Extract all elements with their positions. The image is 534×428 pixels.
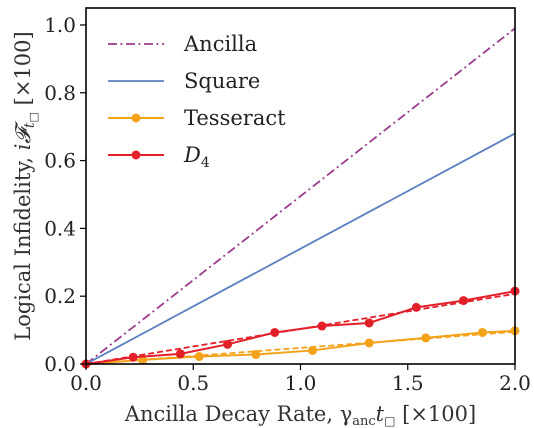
legend: Ancilla Square Tesseract D4 — [108, 32, 286, 171]
square-series-line — [85, 132, 516, 365]
y-tick-label: 0.4 — [44, 216, 76, 240]
legend-label-d4: D4 — [183, 143, 210, 171]
tesseract-point — [477, 327, 487, 337]
axes-frame — [85, 7, 516, 365]
d4-point — [411, 302, 421, 312]
tesseract-point — [421, 333, 431, 343]
legend-label-tesseract: Tesseract — [184, 106, 286, 130]
y-tick-label: 0.8 — [44, 81, 76, 105]
axis-labels: Ancilla Decay Rate, γanct□ [×100] Logical… — [11, 31, 476, 428]
d4-series-line — [85, 290, 516, 365]
y-tick-label: 0.2 — [44, 284, 76, 308]
d4-point — [128, 352, 138, 362]
legend-marker-tesseract — [131, 113, 141, 123]
d4-point — [175, 349, 185, 359]
x-tick-label: 2.0 — [499, 371, 531, 395]
legend-marker-d4 — [131, 150, 141, 160]
tesseract-point — [194, 352, 204, 362]
x-tick-label: 1.0 — [285, 371, 317, 395]
y-tick-label: 0.0 — [44, 352, 76, 376]
y-tick-label: 0.6 — [44, 149, 76, 173]
d4-point — [223, 339, 233, 349]
d4-point — [317, 321, 327, 331]
axes-layer: 0.0 0.5 1.0 1.5 2.0 0.0 0.2 0.4 0.6 0.8 1.0 — [44, 7, 531, 395]
d4-point — [459, 296, 469, 306]
legend-label-square: Square — [184, 69, 260, 93]
tesseract-point — [251, 350, 261, 360]
tesseract-series-line — [85, 329, 516, 365]
d4-point — [364, 318, 374, 328]
ancilla-series-line — [85, 27, 516, 365]
tesseract-point — [364, 338, 374, 348]
x-axis-label: Ancilla Decay Rate, γanct□ [×100] — [124, 402, 476, 428]
x-tick-label: 0.0 — [70, 371, 102, 395]
d4-point — [270, 327, 280, 337]
y-axis-label: Logical Infidelity, i𝓕t□ [×100] — [11, 31, 40, 340]
x-tick-label: 1.5 — [392, 371, 424, 395]
x-tick-label: 0.5 — [177, 371, 209, 395]
series-layer — [81, 27, 520, 369]
tesseract-point — [308, 345, 318, 355]
legend-label-ancilla: Ancilla — [183, 32, 257, 56]
y-tick-label: 1.0 — [44, 13, 76, 37]
